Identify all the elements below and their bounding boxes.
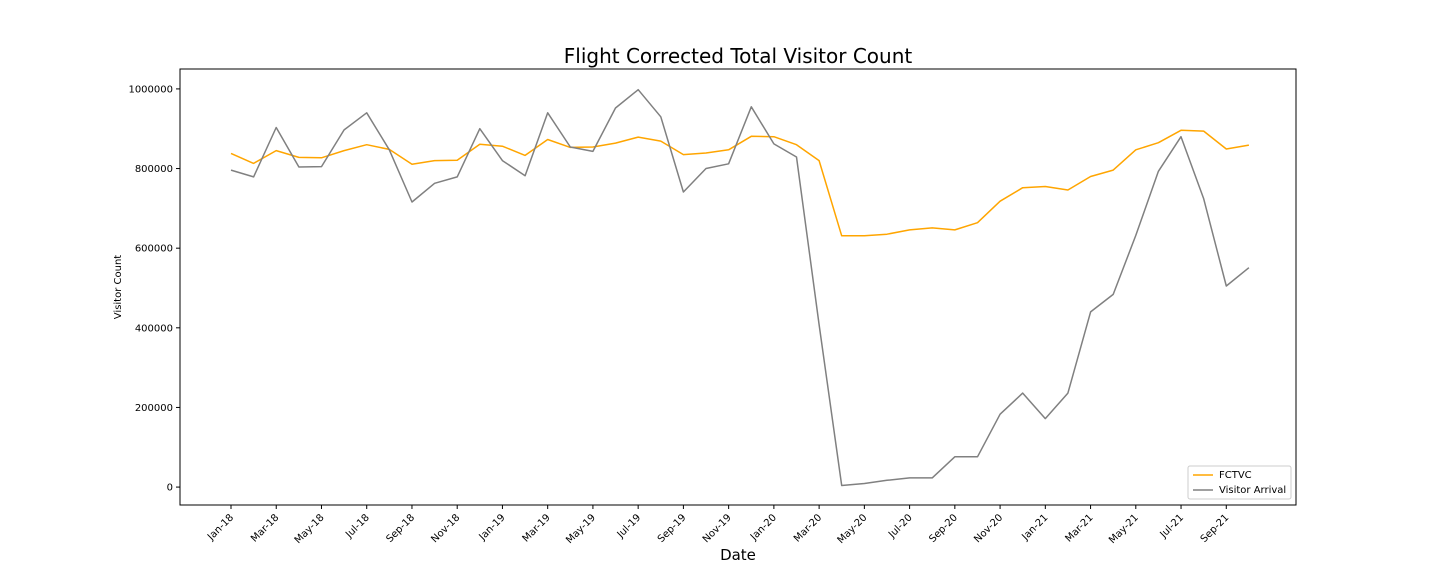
legend-label-visitor-arrival: Visitor Arrival	[1219, 485, 1286, 496]
x-tick-label: Mar-19	[521, 512, 553, 544]
x-tick-label: Jan-20	[748, 512, 779, 543]
y-tick-label: 600000	[135, 244, 173, 255]
x-tick-label: Jul-20	[886, 512, 915, 541]
x-tick-label: Jul-18	[343, 512, 372, 541]
x-tick-label: Jul-19	[615, 512, 644, 541]
x-tick-label: Nov-19	[701, 512, 734, 545]
x-tick-label: May-18	[293, 512, 327, 546]
y-tick-label: 800000	[135, 164, 173, 175]
legend: FCTVC Visitor Arrival	[1187, 465, 1292, 500]
plot-area	[179, 68, 1297, 506]
y-axis-label: Visitor Count	[113, 255, 124, 319]
x-tick-label: Sep-19	[656, 512, 689, 545]
x-tick-label: Mar-20	[792, 512, 824, 544]
x-tick-label: Jul-21	[1158, 512, 1187, 541]
x-tick-label: Sep-21	[1199, 512, 1232, 545]
x-tick-label: Mar-18	[249, 512, 281, 544]
x-tick-label: Sep-18	[384, 512, 417, 545]
x-tick-label: May-21	[1107, 512, 1141, 546]
x-tick-label: Nov-18	[429, 512, 462, 545]
series-line-fctvc	[230, 129, 1250, 237]
x-tick-label: May-20	[836, 512, 870, 546]
y-tick-label: 400000	[135, 323, 173, 334]
x-tick-label: Sep-20	[927, 512, 960, 545]
legend-label-fctvc: FCTVC	[1219, 470, 1252, 481]
y-tick-label: 0	[167, 483, 173, 494]
y-axis: 0 200000 400000 600000 800000 1000000	[128, 84, 180, 494]
series-lines	[230, 88, 1250, 487]
y-tick-label: 1000000	[128, 84, 173, 95]
y-tick-label: 200000	[135, 403, 173, 414]
x-tick-label: May-19	[564, 512, 598, 546]
x-tick-label: Jan-21	[1020, 512, 1051, 543]
chart-title: Flight Corrected Total Visitor Count	[564, 44, 913, 68]
x-axis: Jan-18 Mar-18 May-18 Jul-18 Sep-18 Nov-18 Jan-…	[205, 505, 1231, 546]
x-tick-label: Jan-19	[477, 512, 508, 543]
x-tick-label: Jan-18	[205, 512, 236, 543]
x-tick-label: Nov-20	[972, 512, 1005, 545]
series-line-visitor-arrival	[230, 88, 1250, 487]
legend-box	[1187, 465, 1292, 500]
x-axis-label: Date	[720, 546, 756, 564]
x-tick-label: Mar-21	[1063, 512, 1095, 544]
